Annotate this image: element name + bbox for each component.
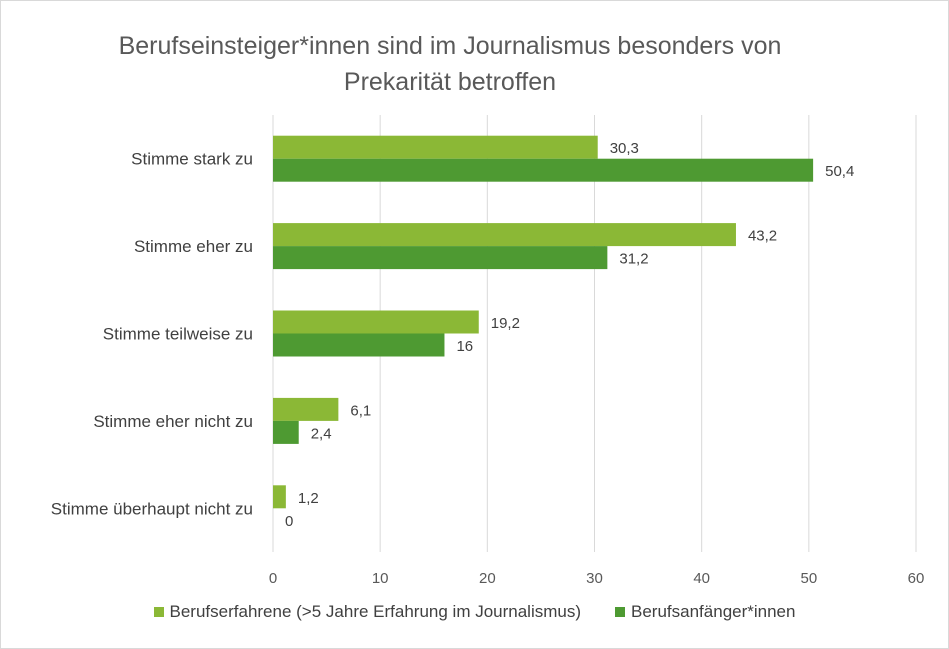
category-label: Stimme teilweise zu	[103, 325, 253, 344]
bar	[273, 397, 339, 421]
data-label: 2,4	[311, 425, 332, 442]
x-tick-label: 0	[269, 570, 277, 587]
x-tick-label: 50	[800, 570, 817, 587]
category-label: Stimme überhaupt nicht zu	[51, 499, 253, 518]
data-label: 1,2	[298, 490, 319, 507]
data-label: 31,2	[619, 251, 648, 268]
chart-title: Berufseinsteiger*innen sind im Journalis…	[118, 32, 782, 96]
bar	[273, 158, 814, 182]
data-label: 43,2	[748, 228, 777, 245]
legend-item-anfaenger: Berufsanfänger*innen	[615, 602, 795, 622]
plot-area: 0 10 20 30 40 50 60 Stimme stark zu 30,3 50,4 Stim…	[51, 115, 925, 587]
x-tick-label: 20	[479, 570, 496, 587]
data-label: 16	[456, 338, 473, 355]
bar	[273, 246, 608, 270]
category-label: Stimme eher nicht zu	[93, 412, 253, 431]
legend: Berufserfahrene (>5 Jahre Erfahrung im J…	[0, 602, 949, 622]
data-label: 30,3	[610, 140, 639, 157]
bar	[273, 333, 445, 357]
bar	[273, 485, 286, 509]
data-label: 19,2	[491, 315, 520, 332]
legend-swatch-anfaenger	[615, 607, 626, 617]
x-tick-label: 30	[586, 570, 603, 587]
legend-swatch-erfahrene	[153, 607, 164, 617]
category-label: Stimme stark zu	[131, 150, 253, 169]
legend-label-erfahrene: Berufserfahrene (>5 Jahre Erfahrung im J…	[169, 602, 582, 621]
x-tick-label: 10	[372, 570, 389, 587]
data-label: 50,4	[825, 163, 854, 180]
bar	[273, 223, 736, 247]
bar	[273, 135, 598, 159]
x-tick-label: 40	[693, 570, 710, 587]
data-label: 0	[285, 513, 293, 530]
legend-label-anfaenger: Berufsanfänger*innen	[631, 602, 796, 621]
category-label: Stimme eher zu	[134, 237, 253, 256]
bar	[273, 420, 299, 444]
bar	[273, 310, 479, 334]
data-label: 6,1	[350, 402, 371, 419]
x-tick-label: 60	[908, 570, 925, 587]
legend-item-erfahrene: Berufserfahrene (>5 Jahre Erfahrung im J…	[153, 602, 582, 622]
